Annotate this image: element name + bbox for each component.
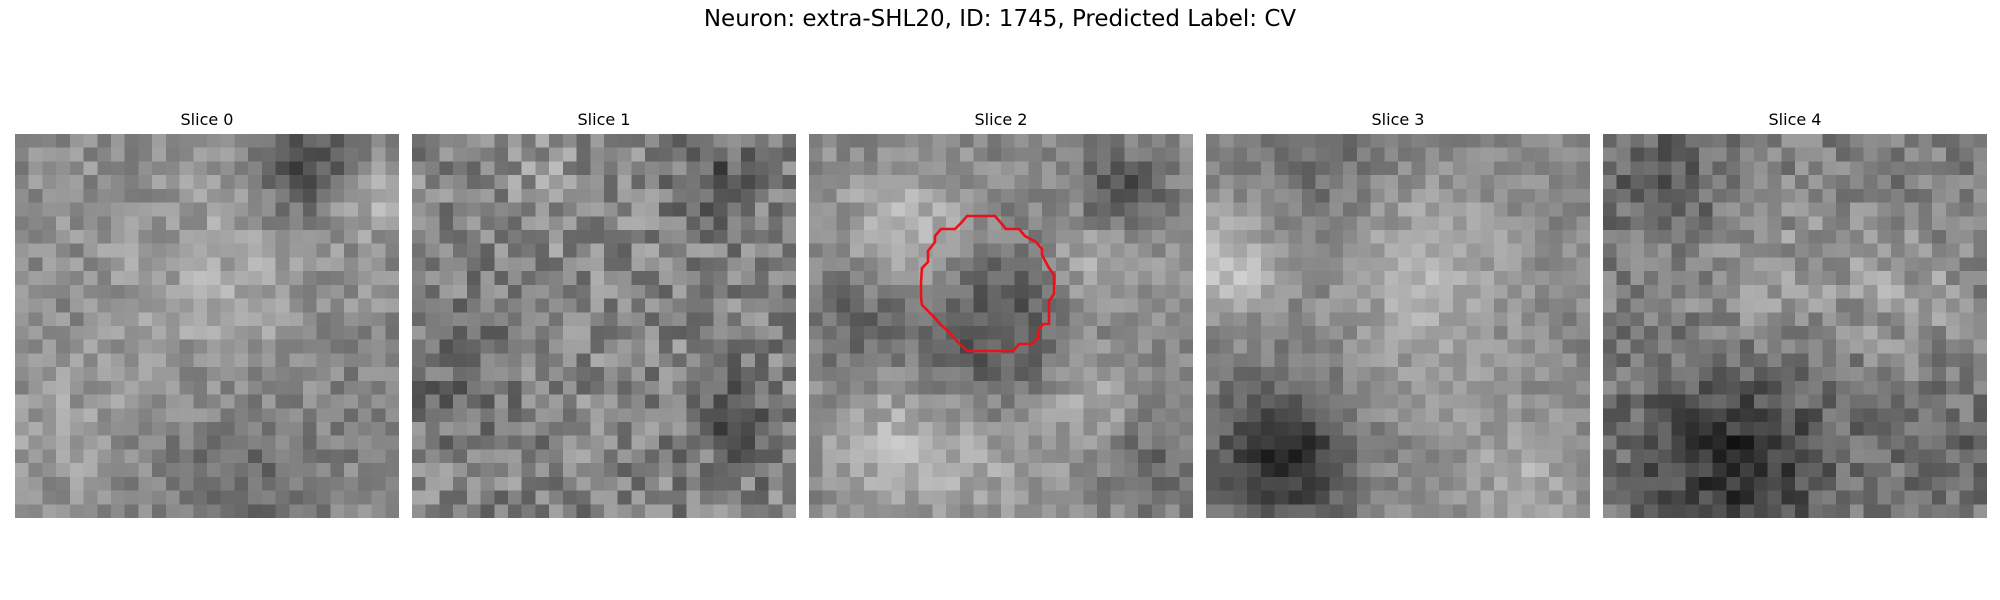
slice-panel-2: Slice 2 (809, 109, 1193, 518)
grayscale-image (1206, 134, 1590, 518)
slice-panel-1: Slice 1 (412, 109, 796, 518)
slice-title: Slice 1 (577, 110, 631, 129)
grayscale-image (15, 134, 399, 518)
slice-title: Slice 4 (1768, 110, 1822, 129)
grayscale-image (1603, 134, 1987, 518)
slice-title: Slice 2 (974, 110, 1028, 129)
roi-contour-overlay (919, 214, 1056, 353)
slice-title: Slice 3 (1371, 110, 1425, 129)
roi-contour (919, 214, 1056, 353)
slice-panel-3: Slice 3 (1206, 109, 1590, 518)
slice-image (412, 134, 796, 518)
slice-image (1206, 134, 1590, 518)
slice-image (15, 134, 399, 518)
slice-title: Slice 0 (180, 110, 234, 129)
grayscale-image (412, 134, 796, 518)
slice-image (809, 134, 1193, 518)
grayscale-image (809, 134, 1193, 518)
slice-panel-4: Slice 4 (1603, 109, 1987, 518)
figure-title: Neuron: extra-SHL20, ID: 1745, Predicted… (703, 6, 1297, 32)
slice-image (1603, 134, 1987, 518)
slice-panel-0: Slice 0 (15, 109, 399, 518)
